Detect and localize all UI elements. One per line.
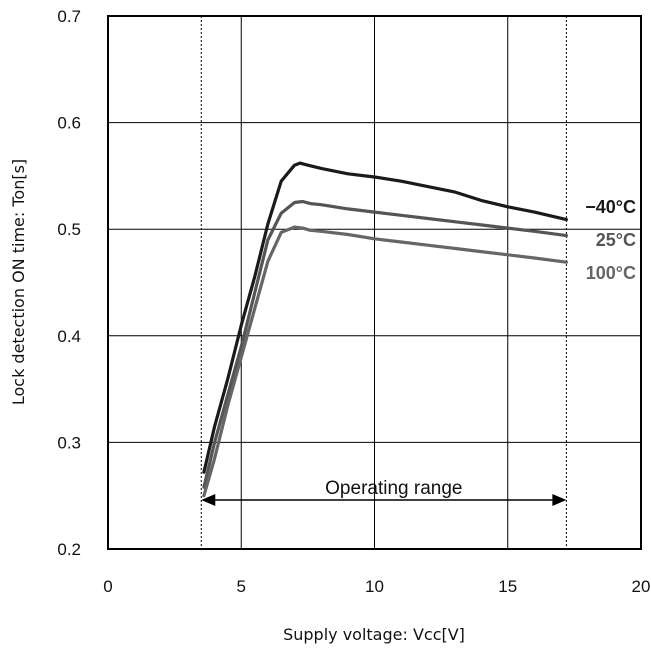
y-axis-label: Lock detection ON time: Ton[s] [9, 159, 28, 405]
series-line-2 [202, 199, 568, 489]
x-tick-label: 5 [237, 577, 246, 596]
y-tick-label: 0.5 [57, 220, 81, 239]
y-tick-label: 0.2 [57, 540, 81, 559]
operating-range-annotation: Operating range [201, 478, 567, 506]
plot-frame [107, 15, 642, 550]
series-line-1 [202, 161, 568, 474]
gridlines [108, 16, 641, 549]
y-tick-label: 0.7 [57, 7, 81, 26]
x-axis-label: Supply voltage: Vcc[V] [283, 625, 465, 644]
x-tick-label: 10 [365, 577, 384, 596]
y-tick-label: 0.4 [57, 327, 81, 346]
series-lines [202, 161, 568, 498]
tick-labels: 0 5 10 15 20 0.2 0.3 0.4 0.5 0.6 0.7 [57, 7, 650, 596]
y-tick-label: 0.3 [57, 433, 81, 452]
operating-range-arrowhead-left [201, 494, 216, 506]
series-label-2: 25°C [596, 230, 636, 250]
series-line-3 [202, 225, 568, 498]
x-tick-label: 0 [103, 577, 112, 596]
series-label-1: −40°C [585, 197, 636, 217]
operating-range-arrowhead-right [552, 494, 567, 506]
series-labels: −40°C 25°C 100°C [585, 197, 636, 283]
series-label-3: 100°C [586, 263, 636, 283]
x-tick-label: 20 [632, 577, 651, 596]
operating-range-label: Operating range [325, 478, 462, 499]
y-tick-label: 0.6 [57, 114, 81, 133]
operating-range-boundaries [200, 16, 567, 549]
x-tick-label: 15 [498, 577, 517, 596]
